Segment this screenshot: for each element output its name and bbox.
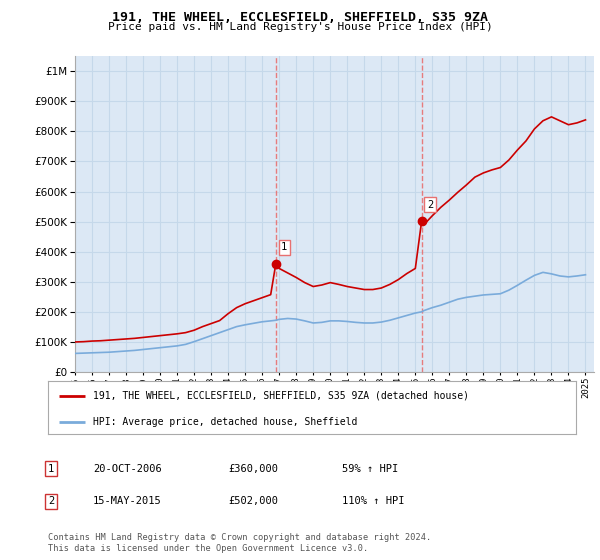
Text: 1: 1: [281, 242, 287, 253]
Text: £502,000: £502,000: [228, 496, 278, 506]
Text: 15-MAY-2015: 15-MAY-2015: [93, 496, 162, 506]
Text: 59% ↑ HPI: 59% ↑ HPI: [342, 464, 398, 474]
Text: 191, THE WHEEL, ECCLESFIELD, SHEFFIELD, S35 9ZA (detached house): 191, THE WHEEL, ECCLESFIELD, SHEFFIELD, …: [93, 391, 469, 401]
Text: Contains HM Land Registry data © Crown copyright and database right 2024.
This d: Contains HM Land Registry data © Crown c…: [48, 533, 431, 553]
Text: 2: 2: [427, 199, 433, 209]
Text: 191, THE WHEEL, ECCLESFIELD, SHEFFIELD, S35 9ZA: 191, THE WHEEL, ECCLESFIELD, SHEFFIELD, …: [112, 11, 488, 24]
Text: 20-OCT-2006: 20-OCT-2006: [93, 464, 162, 474]
Text: HPI: Average price, detached house, Sheffield: HPI: Average price, detached house, Shef…: [93, 417, 357, 427]
Text: Price paid vs. HM Land Registry's House Price Index (HPI): Price paid vs. HM Land Registry's House …: [107, 22, 493, 32]
Text: 1: 1: [48, 464, 54, 474]
Text: 110% ↑ HPI: 110% ↑ HPI: [342, 496, 404, 506]
Text: 2: 2: [48, 496, 54, 506]
Text: £360,000: £360,000: [228, 464, 278, 474]
